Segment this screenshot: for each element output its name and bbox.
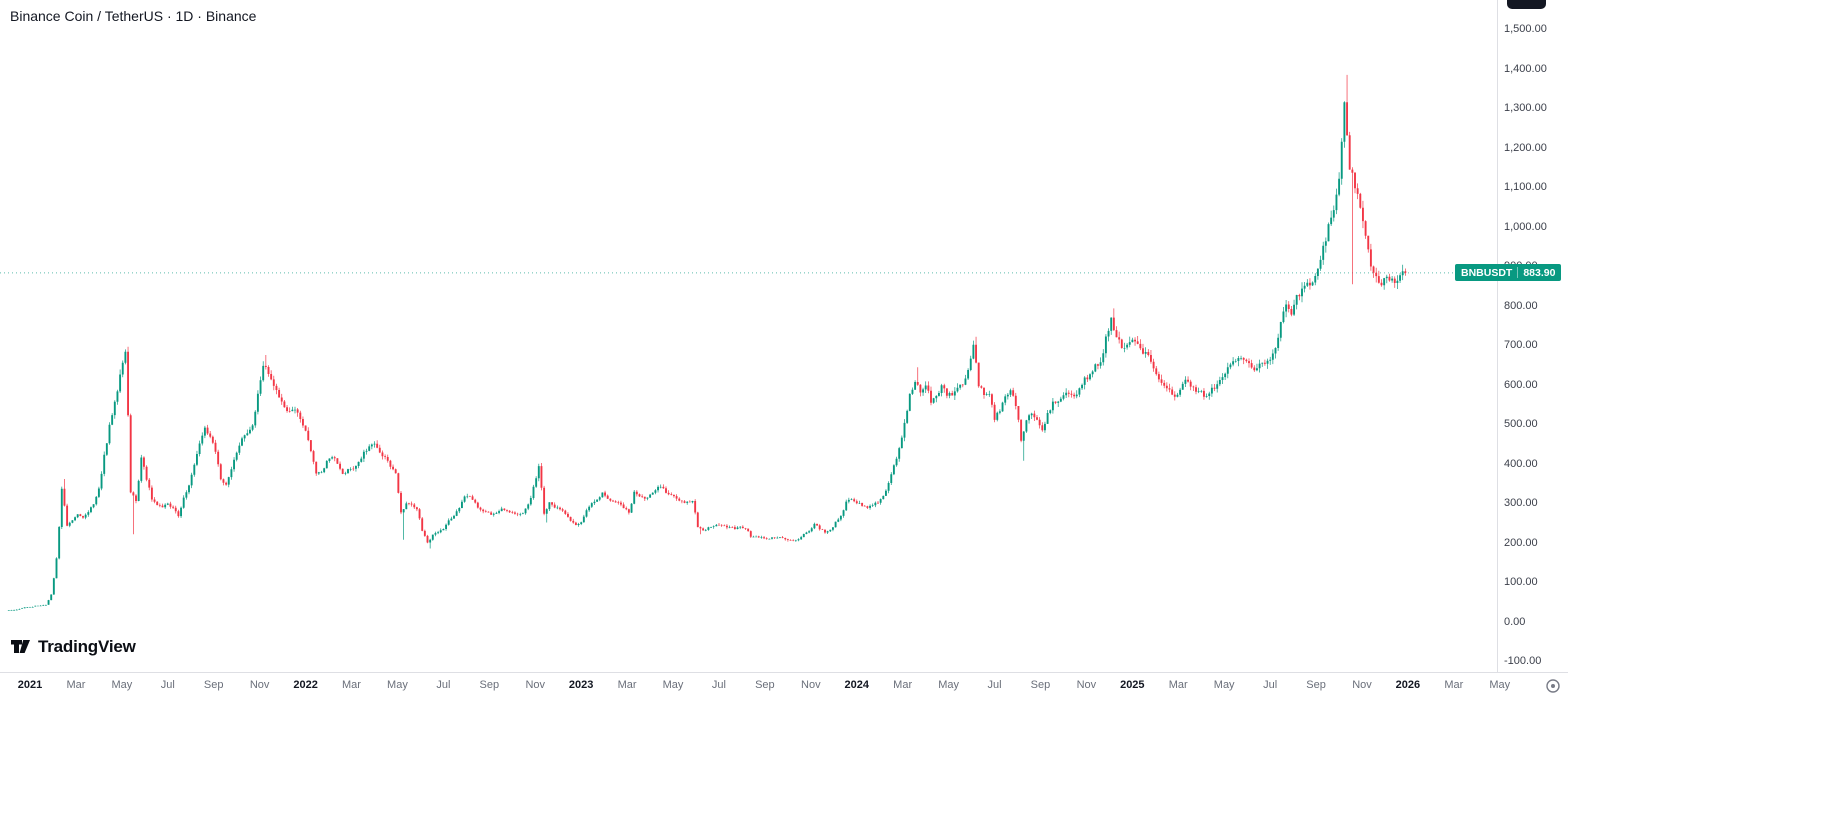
time-axis-month-label: Nov xyxy=(1352,679,1372,691)
time-axis-month-label: Nov xyxy=(801,679,821,691)
time-axis-month-label: Mar xyxy=(893,679,913,691)
time-axis-month-label: May xyxy=(1489,679,1511,691)
candle-wicks-up xyxy=(8,101,1404,611)
price-tick-label: 800.00 xyxy=(1504,299,1538,312)
time-axis-year-label: 2024 xyxy=(844,679,869,691)
price-tick-label: 1,300.00 xyxy=(1504,102,1547,114)
badge-symbol: BNBUSDT xyxy=(1461,266,1513,279)
price-tick-label: 300.00 xyxy=(1504,497,1538,509)
time-axis-month-label: Sep xyxy=(1306,679,1326,691)
time-axis-month-label: Nov xyxy=(249,679,270,691)
time-axis-month-label: Nov xyxy=(525,679,545,691)
price-tick-label: 1,400.00 xyxy=(1504,62,1547,75)
time-axis-month-label: May xyxy=(662,679,684,691)
time-axis-month-label: Mar xyxy=(66,679,86,691)
price-tick-label: 0.00 xyxy=(1504,615,1526,628)
time-axis-month-label: Sep xyxy=(1030,679,1051,691)
candle-wicks-down xyxy=(64,74,1406,544)
price-tick-label: 1,100.00 xyxy=(1504,181,1547,193)
time-axis-month-label: May xyxy=(387,679,408,691)
symbol-legend[interactable]: Binance Coin / TetherUS · 1D · Binance xyxy=(10,8,257,24)
time-axis-month-label: Mar xyxy=(617,679,637,691)
time-axis-month-label: Sep xyxy=(755,679,775,691)
last-price-badge: BNBUSDT 883.90 xyxy=(1455,264,1562,282)
chart-canvas[interactable] xyxy=(0,0,1568,700)
tradingview-logo-icon xyxy=(11,640,30,653)
price-tick-label: 1,500.00 xyxy=(1504,23,1547,35)
time-axis-year-label: 2023 xyxy=(568,679,594,691)
price-tick-label: 600.00 xyxy=(1504,378,1538,391)
candle-bodies-down xyxy=(63,102,1407,543)
time-axis-month-label: Sep xyxy=(479,679,500,691)
time-axis-year-label: 2025 xyxy=(1120,679,1145,691)
price-tick-label: 100.00 xyxy=(1504,576,1538,588)
time-axis-month-label: May xyxy=(111,679,133,691)
price-scale[interactable]: 1,500.00 1,400.00 1,300.00 1,200.00 1,100.00… xyxy=(1497,0,1568,672)
top-right-pill[interactable] xyxy=(1507,0,1546,9)
candle-bodies-up xyxy=(7,102,1404,611)
time-axis-month-label: Jul xyxy=(987,679,1002,691)
badge-divider xyxy=(1517,267,1519,279)
time-axis-month-label: May xyxy=(938,679,959,691)
price-tick-label: -100.00 xyxy=(1504,655,1542,667)
time-axis-year-label: 2021 xyxy=(17,679,43,691)
price-tick-label: 400.00 xyxy=(1504,457,1538,470)
time-axis-year-label: 2026 xyxy=(1395,679,1421,691)
settings-gear-icon[interactable] xyxy=(1545,678,1561,694)
badge-price: 883.90 xyxy=(1523,266,1556,279)
time-axis[interactable]: 2021 Mar May Jul Sep Nov 2022 Mar May Jul Sep Nov 20… xyxy=(0,672,1568,700)
price-tick-label: 500.00 xyxy=(1504,418,1538,430)
price-tick-label: 1,000.00 xyxy=(1504,220,1547,233)
time-axis-month-label: Jul xyxy=(711,679,726,691)
time-axis-month-label: Nov xyxy=(1076,679,1097,691)
plot-area xyxy=(0,74,1497,611)
time-axis-month-label: Jul xyxy=(160,679,175,691)
time-axis-month-label: Mar xyxy=(1444,679,1464,691)
price-tick-label: 200.00 xyxy=(1504,536,1538,549)
time-axis-month-label: Jul xyxy=(1263,679,1278,691)
time-axis-year-label: 2022 xyxy=(293,679,318,691)
tradingview-logo[interactable]: TradingView xyxy=(10,636,136,657)
price-tick-label: 1,200.00 xyxy=(1504,141,1547,154)
chart-widget: Binance Coin / TetherUS · 1D · Binance 1… xyxy=(0,0,1568,700)
time-axis-month-label: Mar xyxy=(1168,679,1188,691)
time-axis-month-label: May xyxy=(1213,679,1235,691)
time-axis-month-label: Mar xyxy=(342,679,361,691)
tradingview-logo-text: TradingView xyxy=(38,636,136,656)
time-axis-month-label: Jul xyxy=(436,679,451,691)
price-tick-label: 700.00 xyxy=(1504,339,1538,351)
time-axis-month-label: Sep xyxy=(203,679,224,691)
